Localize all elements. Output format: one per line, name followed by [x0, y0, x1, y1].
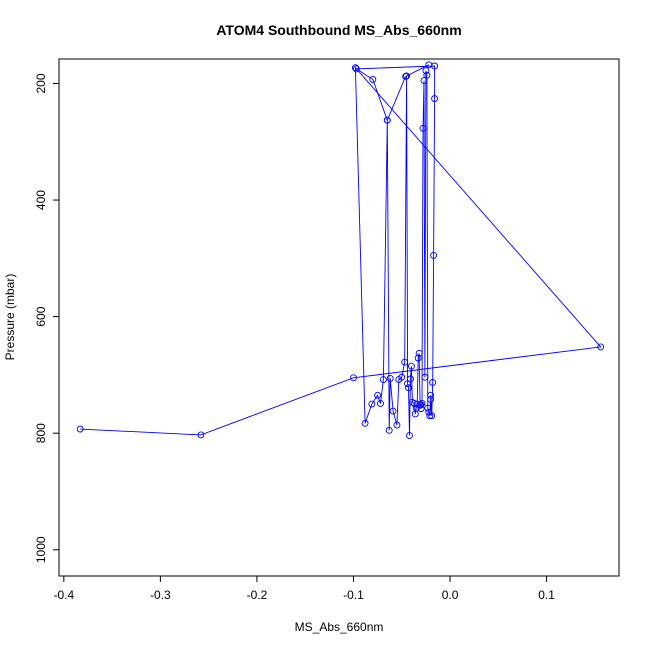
x-tick-label: 0.1	[538, 588, 555, 602]
data-point	[406, 432, 413, 439]
data-point	[415, 349, 423, 357]
y-tick-label: 800	[34, 423, 48, 443]
y-tick-label: 200	[34, 73, 48, 93]
y-tick-label: 600	[34, 306, 48, 326]
data-point	[386, 374, 394, 382]
data-point	[421, 373, 429, 381]
x-axis: -0.4 -0.3 -0.2 -0.1 0.0 0.1	[53, 575, 555, 602]
data-point	[368, 400, 376, 408]
data-point	[385, 426, 393, 434]
data-point	[431, 95, 439, 103]
data-point	[389, 407, 397, 415]
data-point	[426, 412, 434, 420]
data-point	[418, 400, 426, 407]
y-tick-label: 400	[34, 190, 48, 210]
x-axis-label: MS_Abs_660nm	[295, 620, 384, 634]
data-point	[423, 71, 431, 79]
y-axis: 200 400 600 800 1000	[34, 73, 60, 563]
data-point	[428, 412, 436, 420]
data-point	[369, 75, 377, 83]
data-point	[402, 73, 410, 80]
data-point	[417, 401, 425, 409]
data-point	[406, 375, 414, 383]
data-point	[374, 391, 382, 399]
data-point	[393, 421, 401, 429]
y-axis-label: Pressure (mbar)	[3, 274, 17, 361]
data-point	[351, 64, 359, 72]
x-tick-label: -0.1	[343, 588, 364, 602]
x-tick-label: -0.2	[247, 588, 268, 602]
data-point	[419, 124, 427, 132]
plot-frame	[58, 58, 620, 577]
data-point	[430, 251, 438, 259]
data-point	[424, 404, 432, 412]
series-line	[80, 64, 602, 436]
data-point	[379, 376, 387, 384]
data-point	[427, 391, 435, 399]
data-point	[422, 67, 430, 75]
data-point	[197, 431, 205, 439]
data-point	[429, 379, 437, 386]
x-tick-label: -0.3	[150, 588, 171, 602]
data-point	[425, 61, 433, 69]
chart-title: ATOM4 Southbound MS_Abs_660nm	[216, 22, 461, 38]
data-point	[361, 419, 369, 427]
data-point	[352, 65, 360, 73]
data-point	[416, 401, 424, 409]
data-point	[414, 354, 422, 362]
x-tick-label: -0.4	[53, 588, 74, 602]
data-series	[76, 61, 605, 439]
data-point	[408, 398, 416, 406]
x-tick-label: 0.0	[442, 588, 459, 602]
data-point	[427, 395, 435, 403]
data-point	[76, 425, 84, 433]
data-point	[377, 400, 384, 407]
data-point	[417, 405, 425, 413]
data-point	[597, 343, 605, 351]
data-point	[398, 373, 406, 381]
data-point	[403, 72, 411, 80]
data-point	[401, 358, 409, 366]
y-tick-label: 1000	[34, 536, 48, 563]
data-point	[407, 362, 415, 370]
data-point	[383, 116, 391, 124]
data-point	[350, 374, 357, 382]
data-point	[420, 77, 428, 85]
data-point	[405, 384, 412, 392]
